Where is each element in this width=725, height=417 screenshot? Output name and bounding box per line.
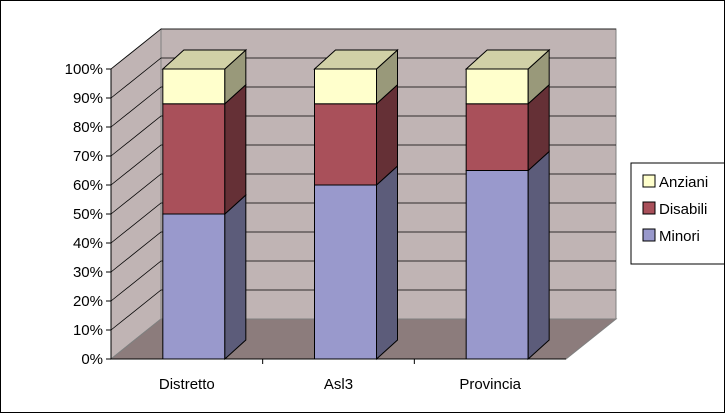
y-tick-label: 10% [73,322,103,339]
gridline [110,289,616,331]
gridline [110,57,616,99]
gridline [110,115,616,157]
gridline [110,144,616,186]
y-tick-label: 80% [73,119,103,136]
bar-segment-disabili [162,103,226,215]
y-tick-label: 30% [73,264,103,281]
legend-label-minori: Minori [659,228,700,245]
bar-segment-anziani-top [161,49,248,70]
legend-swatch-minori [642,228,656,242]
bar-segment-minori-side [376,164,398,361]
bar-segment-minori [162,213,226,360]
gridline [110,260,616,302]
gridline [110,28,616,70]
legend: Anziani Disabili Minori [630,162,725,265]
y-tick-label: 0% [81,351,103,368]
y-tick-label: 20% [73,293,103,310]
bars [161,48,551,361]
bar-stack [161,48,248,361]
y-tick-label: 70% [73,148,103,165]
bar-segment-anziani [465,68,529,105]
bar-segment-minori [314,184,377,360]
gridline [110,86,616,128]
bar-segment-minori [465,170,529,360]
gridline [110,202,616,244]
bar-segment-anziani-top [313,49,399,70]
y-tick-label: 60% [73,177,103,194]
bar-segment-minori-side [224,193,247,361]
y-axis-ticks: 0% 10% 20% 30% 40% 50% 60% 70% 80% 90% 100% [65,61,111,368]
bar-segment-minori-side [527,150,550,361]
x-category-label: Asl3 [324,376,353,393]
y-tick-label: 50% [73,206,103,223]
x-axis-categories: Distretto Asl3 Provincia [159,359,522,393]
bar-segment-anziani-top [464,49,551,70]
y-tick-label: 100% [65,61,103,78]
gridline [110,173,616,215]
legend-label-anziani: Anziani [659,174,708,191]
gridline [110,231,616,273]
bar-segment-disabili-side [224,83,247,216]
bar-stack [313,48,399,361]
bar-segment-anziani [314,68,377,105]
bar-stack [464,48,551,361]
y-tick-label: 40% [73,235,103,252]
bar-segment-anziani [162,68,226,105]
x-category-label: Distretto [159,376,215,393]
y-tick-label: 90% [73,90,103,107]
legend-swatch-anziani [642,174,656,188]
gridlines [110,28,616,331]
legend-label-disabili: Disabili [659,201,707,218]
legend-swatch-disabili [642,201,656,215]
bar-segment-disabili [465,103,529,171]
bar-segment-disabili [314,103,377,186]
x-category-label: Provincia [459,376,521,393]
